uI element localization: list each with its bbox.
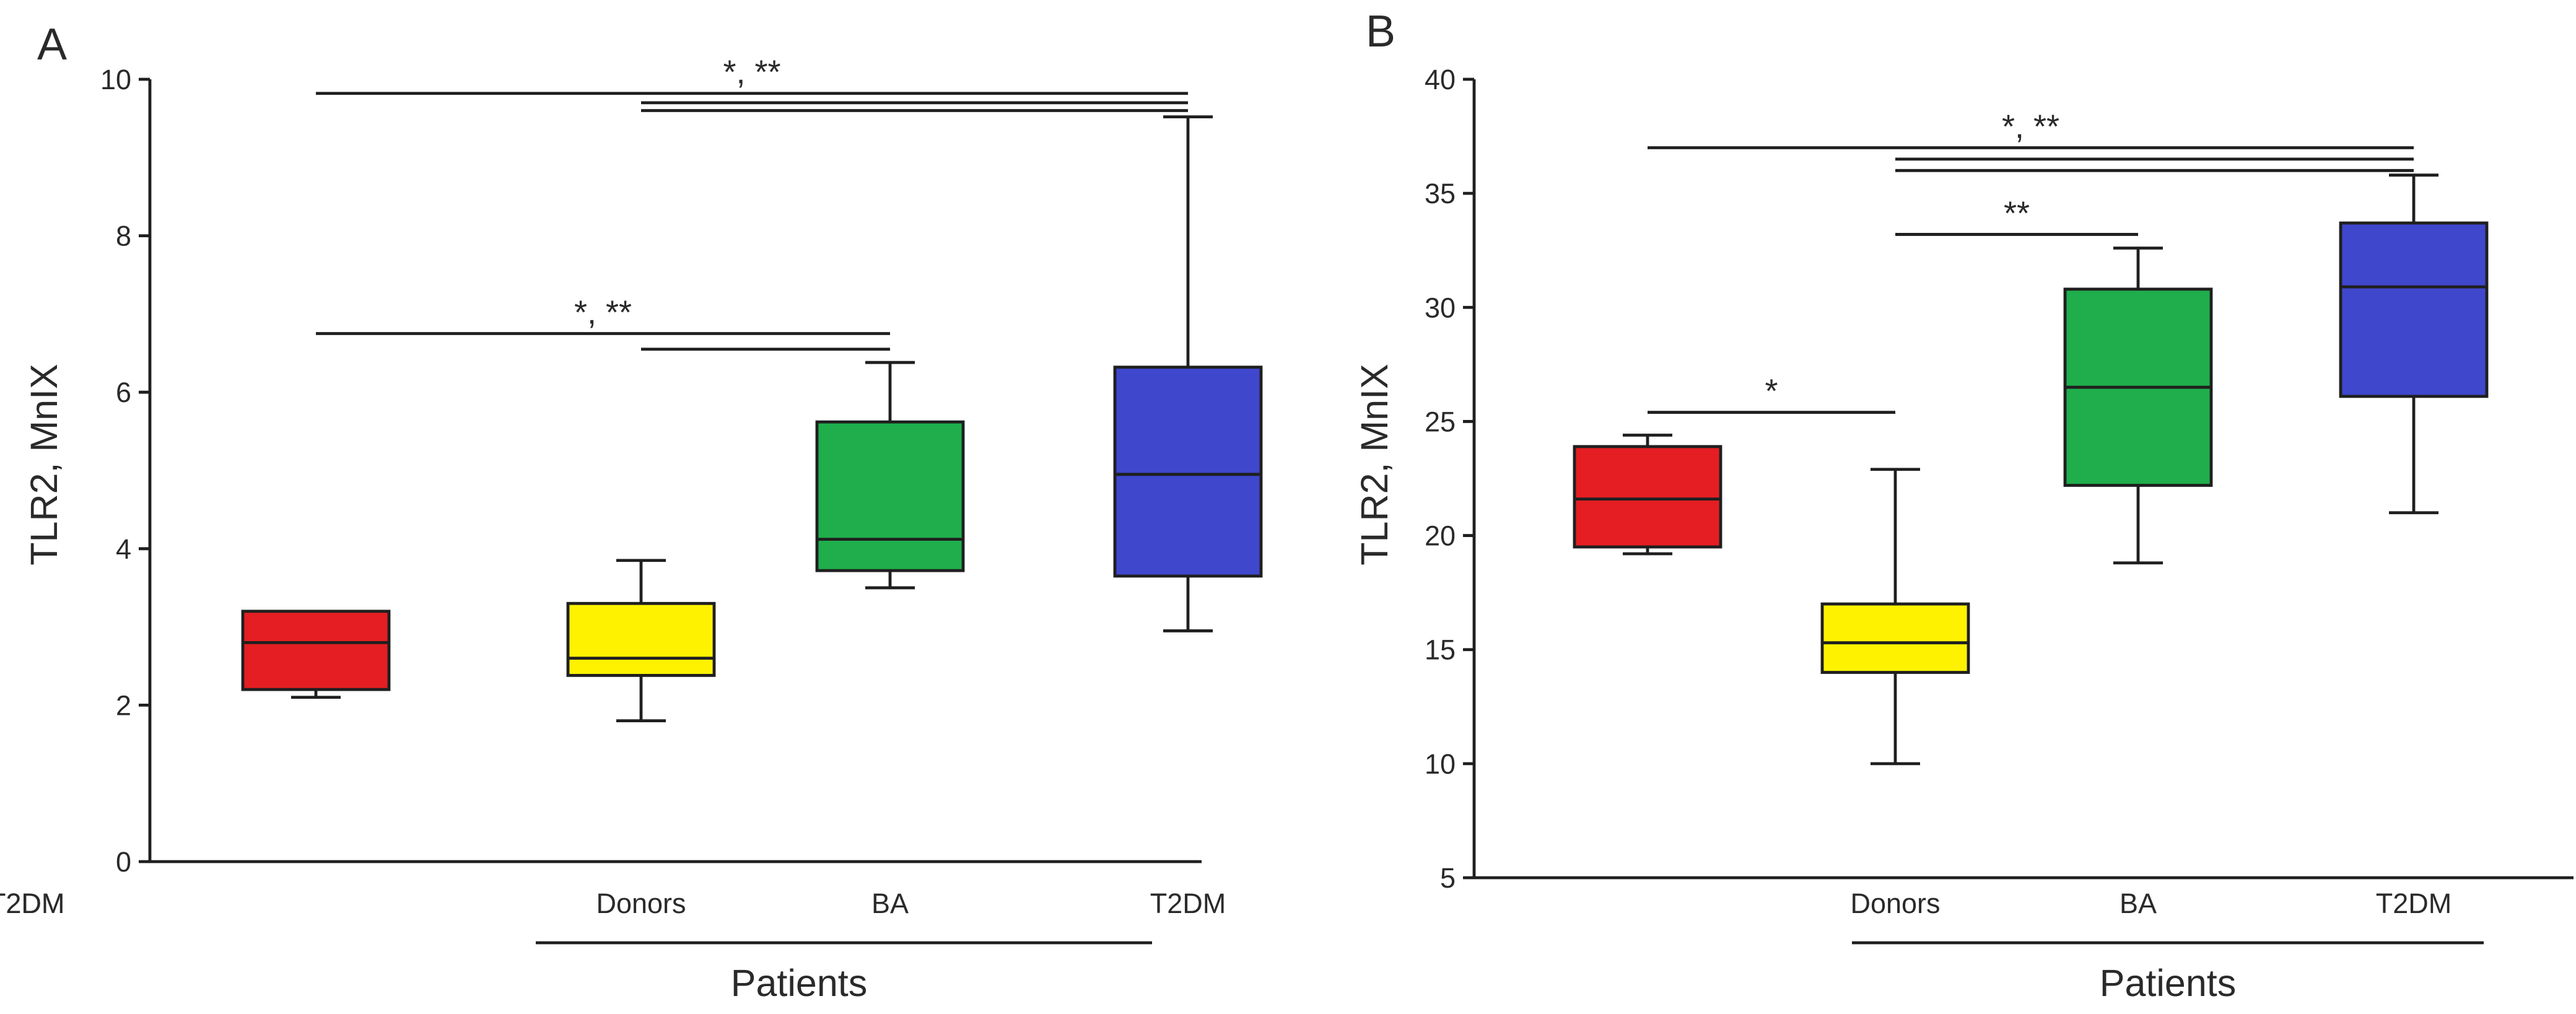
- panel-a-category-label-ba: BA: [871, 888, 909, 919]
- panel-b-significance-label: **: [2004, 194, 2030, 232]
- panel-b-y-tick-label: 5: [1440, 862, 1456, 894]
- panel-b-y-tick-label: 10: [1425, 748, 1456, 780]
- panel-b-significance-label: *: [1765, 373, 1778, 410]
- panel-b-category-label-ba-t2dm: BA+T2DM: [0, 888, 64, 919]
- panel-b-y-tick-label: 40: [1425, 64, 1456, 95]
- panel-a-significance-labels: *, ** *, **: [574, 54, 781, 331]
- panel-b-significance-labels: *, ** ** *: [1765, 108, 2059, 409]
- panel-b-plot-marks: [1463, 77, 2574, 945]
- panel-b-y-tick-labels: 5 10 15 20 25 30 35 40: [1425, 64, 1456, 894]
- panel-a-category-label-t2dm: T2DM: [1150, 888, 1226, 919]
- panel-a-category-labels: Donors BA T2DM BA+T2DM: [0, 888, 1226, 919]
- panel-a-group-label: Patients: [731, 962, 867, 1004]
- panel-a-significance-label: *, **: [723, 54, 780, 91]
- panel-a-y-tick-label: 8: [116, 221, 131, 252]
- panel-b-category-label-ba: BA: [2120, 888, 2157, 919]
- panel-a-box-donors: [241, 610, 391, 691]
- panel-a-y-tick-label: 2: [116, 689, 131, 721]
- panel-b: B TLR2, MnIX 5 10 15 20 25 30 35 40 Dono…: [0, 7, 2574, 1004]
- panel-b-group-label: Patients: [2100, 962, 2236, 1004]
- panel-b-category-label-donors: Donors: [1850, 888, 1940, 919]
- panel-a-box-ba: [566, 601, 716, 677]
- panel-b-category-labels: Donors BA T2DM BA+T2DM: [0, 888, 2452, 919]
- panel-b-box-ba: [1820, 602, 1970, 674]
- panel-b-y-tick-label: 30: [1425, 292, 1456, 323]
- panel-b-y-tick-label: 25: [1425, 406, 1456, 437]
- panel-b-significance-label: *, **: [2002, 108, 2059, 145]
- panel-b-box-ba-t2dm: [2339, 221, 2489, 398]
- panel-b-letter: B: [1366, 7, 1395, 56]
- panel-b-y-tick-label: 20: [1425, 520, 1456, 552]
- panel-a-y-tick-label: 4: [116, 533, 131, 565]
- panel-a-y-axis-title: TLR2, MnIX: [23, 364, 65, 565]
- panel-a-box-t2dm: [815, 420, 965, 572]
- panel-a-plot-marks: [139, 77, 1263, 945]
- panel-b-y-tick-label: 15: [1425, 634, 1456, 666]
- panel-b-category-label-t2dm: T2DM: [2376, 888, 2452, 919]
- panel-a-y-tick-label: 0: [116, 846, 131, 878]
- panel-a-significance-label: *, **: [574, 294, 632, 331]
- panel-a: A TLR2, MnIX 0 2 4 6 8 10 Donors BA T2DM…: [0, 20, 1263, 1004]
- panel-b-y-tick-label: 35: [1425, 178, 1456, 209]
- panel-a-box-ba-t2dm: [1113, 365, 1263, 578]
- panel-b-y-axis-title: TLR2, MnIX: [1353, 364, 1395, 565]
- panel-a-letter: A: [37, 20, 67, 69]
- panel-a-y-tick-labels: 0 2 4 6 8 10: [100, 64, 131, 878]
- panel-a-y-tick-label: 10: [100, 64, 131, 95]
- panel-a-category-label-donors: Donors: [596, 888, 686, 919]
- panel-a-category-label-ba-t2dm: BA+T2DM: [0, 888, 64, 919]
- panel-b-box-donors: [1573, 445, 1722, 549]
- panel-a-y-tick-label: 6: [116, 377, 131, 408]
